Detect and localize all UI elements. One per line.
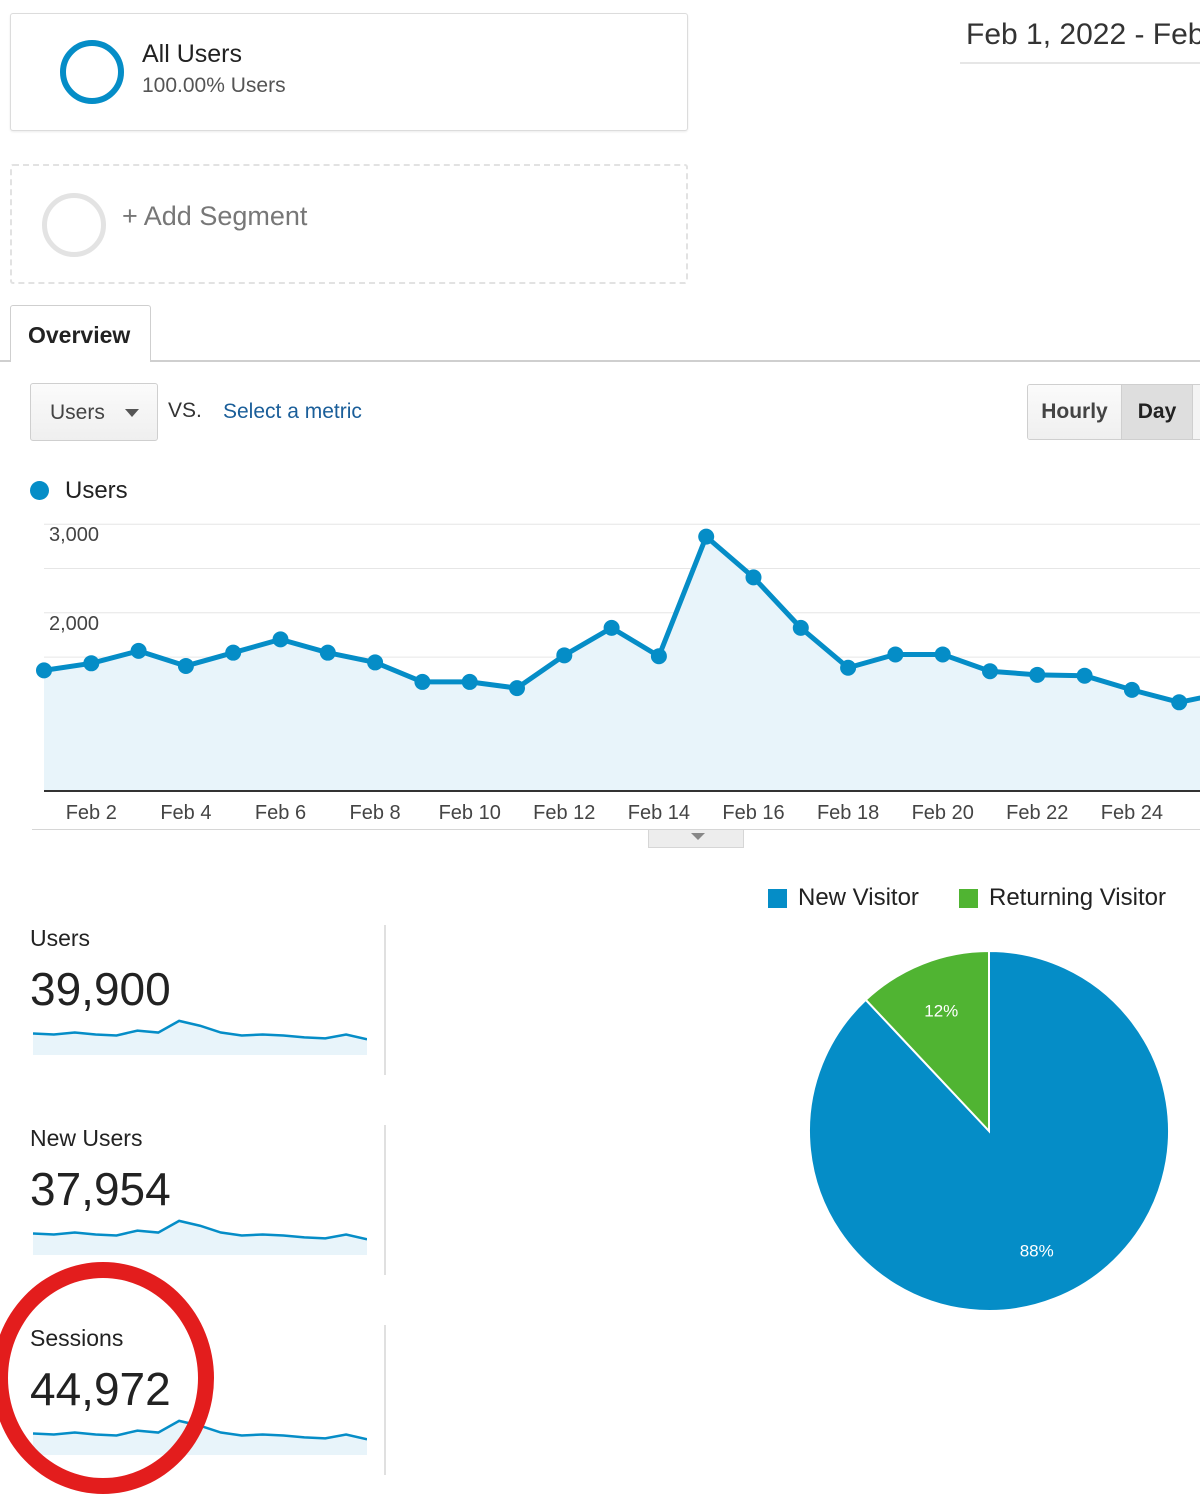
scorecard-divider [384,1125,386,1275]
x-tick-label: Feb 24 [1101,802,1163,824]
tab-overview-label: Overview [28,322,131,348]
pie-label-new-visitor: 88% [1020,1241,1054,1260]
add-segment-button[interactable]: + Add Segment [122,201,308,231]
users-legend-label: Users [65,477,128,504]
users-data-point[interactable] [130,642,147,659]
new-visitor-legend-label: New Visitor [798,884,919,911]
x-tick-label: Feb 22 [1006,802,1068,824]
date-range-underline [960,62,1200,64]
sessions-highlight-circle [0,1262,214,1494]
caret-down-icon [691,833,705,840]
segment-percent: 100.00% Users [142,74,286,97]
hourly-button[interactable]: Hourly [1028,385,1122,439]
scorecard-divider [384,925,386,1075]
chart-collapse-handle[interactable] [648,830,744,848]
x-tick-label: Feb 6 [255,802,306,824]
x-tick-label: Feb 18 [817,802,879,824]
date-range-picker[interactable]: Feb 1, 2022 - Feb [966,18,1200,51]
users-data-point[interactable] [319,644,336,661]
metric-dropdown-label: Users [50,401,105,424]
vs-label: VS. [168,399,202,422]
x-tick-label: Feb 8 [350,802,401,824]
sparkline-area [33,1020,367,1055]
users-data-point[interactable] [509,680,525,697]
sparkline-line [33,1019,367,1041]
users-data-point[interactable] [603,619,620,636]
scorecard-value: 37,954 [30,1163,171,1215]
x-tick-label: Feb 14 [628,802,690,824]
scorecard-value: 39,900 [30,963,171,1015]
users-data-point[interactable] [934,646,951,663]
users-data-point[interactable] [1171,694,1188,711]
sparkline-area [33,1220,367,1255]
scorecard-divider [384,1325,386,1475]
returning-visitor-legend-label: Returning Visitor [989,884,1166,911]
week-button[interactable] [1193,385,1200,439]
users-data-point[interactable] [745,569,762,586]
sparkline-line [33,1219,367,1241]
users-data-point[interactable] [461,673,478,690]
segment-ring-icon [60,40,124,104]
y-tick-label: 3,000 [49,524,99,546]
x-tick-label: Feb 12 [533,802,595,824]
visitor-type-pie-chart: 88% 12% [808,949,1170,1312]
scorecard-label: Users [30,925,91,951]
users-legend-dot [30,481,49,500]
scorecard-label: New Users [30,1125,143,1151]
users-data-point[interactable] [982,663,998,680]
users-data-point[interactable] [840,659,857,676]
users-data-point[interactable] [367,654,384,671]
users-data-point[interactable] [36,662,52,679]
scorecard-sparkline [33,1019,367,1055]
x-tick-label: Feb 4 [160,802,211,824]
day-button[interactable]: Day [1122,385,1193,439]
scorecard-sparkline [33,1219,367,1255]
tab-divider [0,360,1200,362]
returning-visitor-legend-swatch [959,889,978,908]
y-tick-label: 2,000 [49,613,99,635]
new-visitor-legend-swatch [768,889,787,908]
users-data-point[interactable] [177,657,194,674]
chevron-down-icon [125,409,139,417]
users-data-point[interactable] [83,655,100,672]
users-data-point[interactable] [1076,667,1093,684]
users-data-point[interactable] [272,631,289,648]
metric-dropdown[interactable]: Users [30,383,158,441]
users-data-point[interactable] [698,528,715,545]
users-data-point[interactable] [556,647,573,664]
users-data-point[interactable] [650,648,667,665]
users-data-point[interactable] [792,619,809,636]
x-tick-label: Feb 10 [439,802,501,824]
users-data-point[interactable] [887,646,904,663]
segment-name: All Users [142,40,243,68]
tab-overview[interactable]: Overview [10,305,151,362]
users-data-point[interactable] [1029,666,1046,683]
x-tick-label: Feb 16 [722,802,784,824]
add-segment-box[interactable] [10,164,688,284]
x-tick-label: Feb 2 [66,802,117,824]
granularity-toggle: Hourly Day [1027,384,1200,440]
empty-segment-ring-icon [42,193,106,257]
users-data-point[interactable] [1123,681,1140,698]
users-data-point[interactable] [225,644,242,661]
users-area [44,536,1200,790]
pie-label-returning-visitor: 12% [924,1002,958,1021]
x-tick-label: Feb 20 [912,802,974,824]
users-data-point[interactable] [414,673,431,690]
select-metric-link[interactable]: Select a metric [223,400,362,423]
pie-slice-returning-visitor[interactable] [864,949,990,1134]
